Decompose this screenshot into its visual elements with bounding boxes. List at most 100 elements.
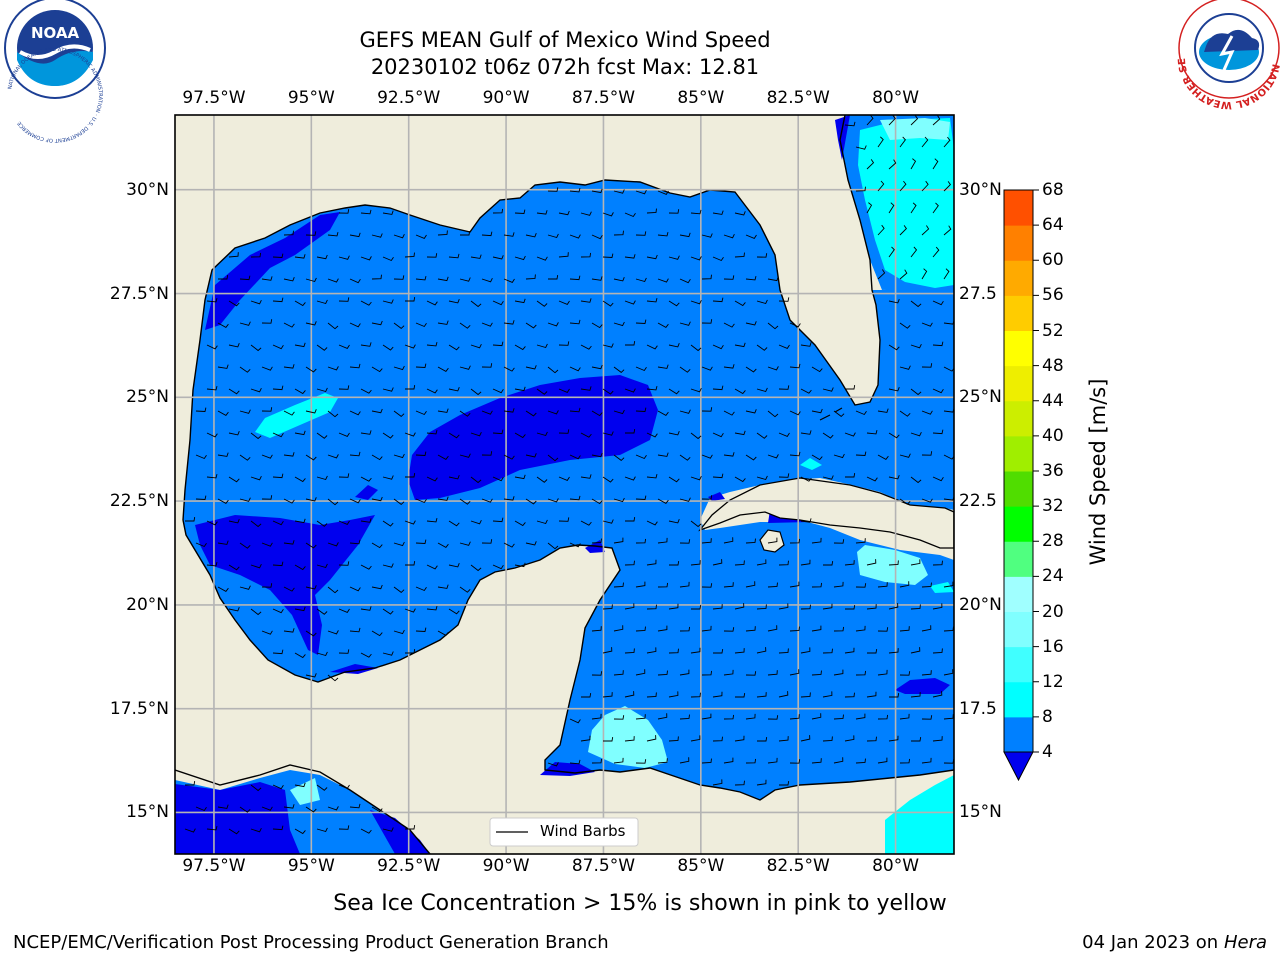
wind-barb bbox=[712, 604, 723, 610]
wind-barb bbox=[448, 475, 460, 480]
wind-barb bbox=[701, 274, 712, 280]
wind-barb bbox=[591, 410, 603, 417]
wind-barb bbox=[503, 278, 515, 283]
wind-barb bbox=[558, 210, 570, 216]
wind-barb bbox=[405, 385, 416, 390]
wind-barb bbox=[899, 225, 907, 236]
wind-barb bbox=[932, 300, 944, 306]
wind-barb bbox=[437, 542, 449, 548]
wind-barb bbox=[580, 735, 591, 742]
lat-tick-label-right: 22.5 bbox=[959, 491, 997, 512]
wind-barb bbox=[624, 691, 635, 698]
wind-barb bbox=[228, 476, 240, 483]
map-panel bbox=[175, 115, 954, 854]
gulf-ocean bbox=[183, 180, 954, 800]
wind-barb bbox=[767, 322, 779, 330]
wind-barb bbox=[283, 804, 295, 809]
lon-tick-label-top: 80°W bbox=[872, 88, 920, 108]
wind-barb bbox=[800, 430, 812, 435]
wind-barb bbox=[778, 560, 789, 566]
wind-barb bbox=[668, 736, 679, 742]
wind-barb bbox=[625, 517, 636, 522]
wind-8-12-region bbox=[858, 118, 954, 288]
wind-barb bbox=[646, 344, 658, 350]
wind-barb bbox=[855, 758, 866, 764]
wind-barb bbox=[481, 451, 493, 456]
wind-barb bbox=[404, 432, 416, 437]
wind-barb bbox=[635, 626, 646, 632]
wind-barb bbox=[723, 757, 734, 764]
colorbar-tick-label: 28 bbox=[1042, 531, 1064, 552]
colorbar-tick-label: 20 bbox=[1042, 601, 1064, 622]
wind-barb bbox=[294, 300, 306, 307]
wind-barb bbox=[371, 366, 383, 373]
wind-barb bbox=[800, 476, 812, 482]
wind-barb bbox=[712, 559, 723, 566]
wind-barb bbox=[470, 476, 482, 484]
wind-barb bbox=[338, 344, 350, 349]
wind-barb bbox=[899, 581, 910, 588]
colorbar-tick-label: 60 bbox=[1042, 250, 1064, 271]
wind-barb bbox=[283, 322, 295, 328]
wind-barb bbox=[228, 519, 240, 524]
wind-barb bbox=[877, 757, 888, 764]
colorbar-segment bbox=[1004, 576, 1033, 612]
wind-barb bbox=[844, 560, 855, 566]
wind-barb bbox=[558, 300, 570, 305]
wind-barb bbox=[217, 364, 229, 369]
wind-barb bbox=[811, 537, 822, 544]
wind-barb bbox=[767, 454, 779, 459]
wind-barb bbox=[437, 230, 448, 236]
wind-barb bbox=[349, 278, 361, 284]
wind-barb bbox=[206, 344, 218, 350]
wind-barb bbox=[635, 714, 646, 720]
colorbar-tick-label: 44 bbox=[1042, 390, 1064, 411]
wind-barb bbox=[382, 827, 394, 832]
wind-barb bbox=[757, 737, 768, 742]
wind-barb bbox=[405, 649, 416, 654]
wind-barb bbox=[327, 542, 339, 547]
wind-barb bbox=[800, 604, 811, 610]
wind-barb bbox=[393, 586, 405, 593]
wind-barb bbox=[569, 234, 581, 239]
wind-barb bbox=[503, 408, 515, 413]
wind-barb bbox=[789, 322, 801, 328]
wind-barb bbox=[525, 365, 537, 370]
wind-barb bbox=[646, 520, 658, 526]
wind-barb bbox=[250, 784, 262, 792]
wind-barb bbox=[668, 209, 680, 214]
wind-barb bbox=[745, 538, 756, 544]
wind-barb bbox=[195, 407, 207, 412]
wind-barb bbox=[679, 366, 691, 373]
wind-barb bbox=[911, 737, 922, 742]
wind-barb bbox=[261, 542, 273, 547]
wind-barb bbox=[360, 564, 372, 570]
lat-tick-label-right: 30°N bbox=[959, 179, 1002, 200]
wind-barb bbox=[723, 714, 735, 720]
wind-barb bbox=[888, 475, 900, 480]
wind-barb bbox=[932, 246, 940, 258]
wind-barb bbox=[602, 476, 614, 483]
wind-barb bbox=[206, 561, 218, 567]
wind-barb bbox=[635, 669, 646, 676]
wind-barb bbox=[866, 202, 873, 214]
wind-barb bbox=[635, 407, 647, 412]
wind-barb bbox=[272, 253, 284, 258]
wind-barb bbox=[371, 584, 383, 590]
wind-barb bbox=[603, 737, 614, 742]
wind-barb bbox=[250, 608, 262, 616]
wind-barb bbox=[294, 652, 306, 659]
wind-barb bbox=[536, 343, 548, 349]
wind-barb bbox=[338, 385, 350, 390]
wind-barb bbox=[602, 343, 614, 348]
wind-barb bbox=[503, 542, 515, 548]
wind-barb bbox=[899, 410, 911, 417]
wind-barb bbox=[305, 806, 317, 813]
wind-barb bbox=[624, 388, 636, 393]
wind-barb bbox=[492, 476, 504, 482]
wind-barb bbox=[503, 366, 515, 372]
wind-barb bbox=[624, 300, 636, 305]
colorbar-segment bbox=[1004, 716, 1033, 753]
wind-barb bbox=[613, 757, 624, 764]
wind-barb bbox=[778, 297, 790, 302]
